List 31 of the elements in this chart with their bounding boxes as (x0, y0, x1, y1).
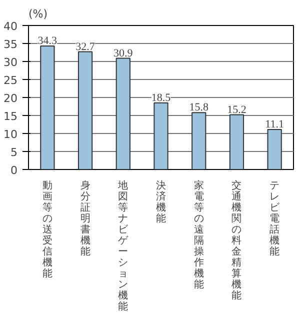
x-tick-label: 身分証明書機能 (80, 180, 90, 258)
bar (192, 112, 206, 170)
data-label: 11.1 (265, 118, 284, 131)
y-tick-label: 35 (4, 38, 18, 51)
data-label: 32.7 (76, 40, 96, 53)
data-label: 15.2 (227, 104, 246, 116)
y-tick-label: 5 (10, 146, 18, 159)
bar (229, 114, 244, 170)
x-tick-label: 決済機能 (156, 180, 166, 224)
bar (267, 129, 282, 170)
y-tick-label: 15 (4, 110, 18, 123)
data-label: 18.5 (151, 92, 172, 104)
bar (154, 102, 168, 170)
y-tick-label: 30 (4, 56, 18, 69)
y-axis-title: (%) (28, 8, 48, 20)
y-tick-label: 0 (10, 164, 18, 177)
y-tick-label: 25 (4, 74, 18, 87)
category-label: 動画等の送受信機能 (42, 180, 52, 280)
bar (116, 58, 130, 170)
category-label: 地図等ナビゲーション機能 (118, 180, 128, 312)
y-tick-label: 10 (4, 128, 18, 141)
data-label: 30.9 (114, 47, 134, 60)
x-tick-label: テレビ電話機能 (270, 180, 281, 258)
bar (78, 51, 93, 170)
data-label: 15.8 (189, 102, 209, 114)
y-tick-label: 40 (4, 20, 18, 33)
bar (40, 46, 55, 170)
category-label: 交通機関の料金精算機能 (232, 180, 242, 302)
data-label: 34.3 (38, 35, 58, 48)
category-label: 家電等の遠隔操作機能 (194, 180, 204, 290)
y-tick-label: 20 (4, 92, 18, 105)
